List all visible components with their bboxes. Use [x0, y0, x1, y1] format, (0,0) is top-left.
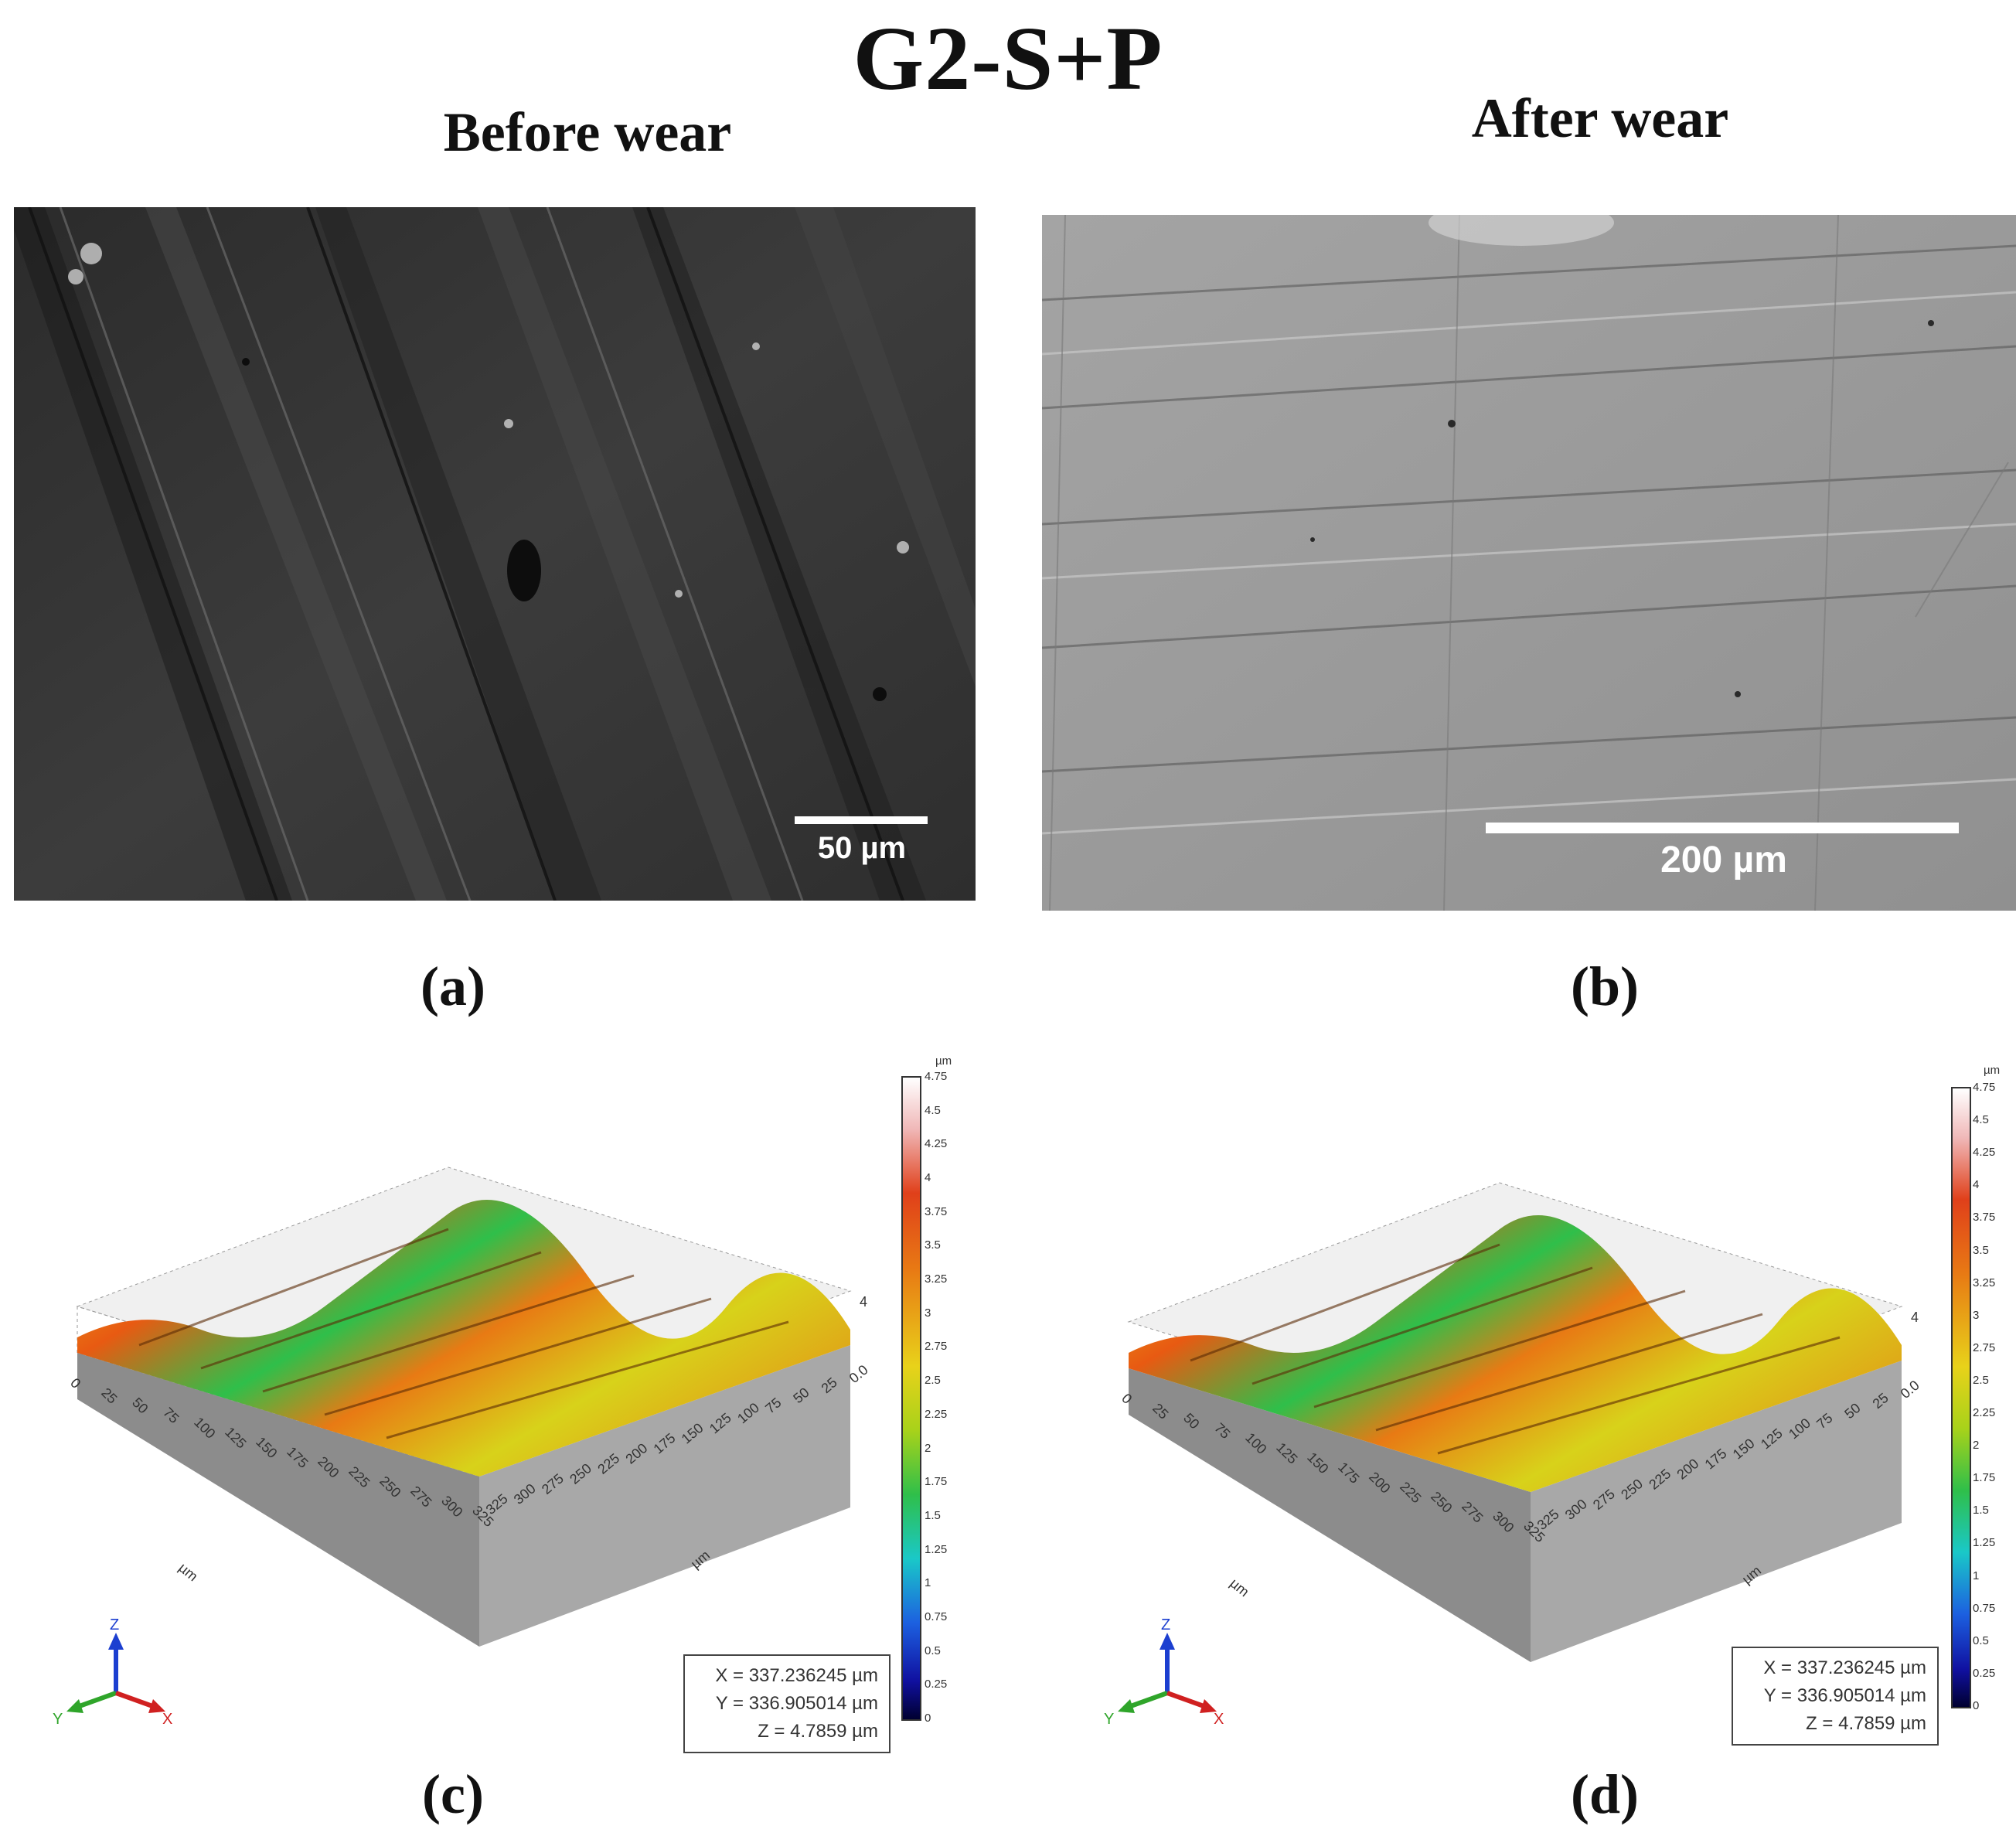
gizmo-z-label-d: Z [1161, 1616, 1170, 1633]
surface-profile-c: 025 50 75 100 125 150 175 200 225 250 275 300 325 32… [67, 1167, 871, 1647]
before-wear-heading: Before wear [443, 101, 732, 163]
axis-gizmo-d: Z Y X [1104, 1616, 1224, 1728]
colorbar-tick: 1.75 [1973, 1471, 1996, 1485]
colorbar-unit-c: µm [935, 1054, 952, 1068]
surface-profile-d: 025 50 75 100 125 150 175 200 225 250 275 300 325 32… [1119, 1182, 1922, 1662]
colorbar-tick: 1 [1973, 1569, 1980, 1582]
colorbar-tick: 2.25 [1973, 1406, 1996, 1420]
figure-title: G2-S+P [853, 8, 1163, 109]
colorbar-tick: 1.25 [925, 1542, 948, 1556]
z-tick-d: 4 [1911, 1310, 1919, 1325]
colorbar-tick: 4.75 [1973, 1081, 1996, 1094]
colorbar-tick: 1.5 [1973, 1504, 1989, 1518]
colorbar-tick: 2.5 [1973, 1373, 1989, 1387]
axis-gizmo-c: Z Y X [53, 1616, 172, 1728]
readout-box-d: X = 337.236245 µm Y = 336.905014 µm Z = … [1732, 1647, 1939, 1746]
gizmo-z-label-c: Z [110, 1616, 119, 1633]
gizmo-x-label-c: X [162, 1711, 172, 1728]
colorbar-tick: 4 [1973, 1178, 1980, 1192]
readout-box-c: X = 337.236245 µm Y = 336.905014 µm Z = … [683, 1654, 891, 1753]
colorbar-tick: 0.5 [1973, 1633, 1989, 1647]
scale-bar-a [795, 816, 928, 824]
colorbar-tick: 2 [1973, 1439, 1980, 1453]
panel-label-c: (c) [422, 1763, 484, 1825]
readout-z-d: Z = 4.7859 µm [1806, 1713, 1926, 1734]
colorbar-tick: 0.75 [925, 1609, 948, 1623]
gizmo-y-label-d: Y [1104, 1711, 1114, 1728]
colorbar-tick: 3.5 [925, 1238, 941, 1252]
colorbar-tick: 1 [925, 1576, 931, 1590]
colorbar-tick: 4.25 [1973, 1146, 1996, 1160]
colorbar-tick: 2.5 [925, 1374, 941, 1388]
colorbar-tick: 3.25 [925, 1272, 948, 1286]
colorbar-tick: 3 [925, 1306, 931, 1320]
panel-label-b: (b) [1571, 955, 1639, 1017]
colorbar-ticks-d: 4.75 4.5 4.25 4 3.75 3.5 3.25 3 2.75 2.5 2.25 2 1.75… [1973, 1081, 2016, 1712]
colorbar-tick: 2.75 [1973, 1340, 1996, 1354]
readout-y-c: Y = 336.905014 µm [715, 1693, 878, 1714]
colorbar-tick: 3.75 [925, 1204, 948, 1218]
colorbar-tick: 1.75 [925, 1475, 948, 1489]
colorbar-tick: 4.75 [925, 1070, 948, 1083]
scale-bar-b [1486, 823, 1959, 833]
colorbar-tick: 1.5 [925, 1508, 941, 1522]
colorbar-tick: 0.25 [925, 1678, 948, 1691]
colorbar-ticks-c: 4.75 4.5 4.25 4 3.75 3.5 3.25 3 2.75 2.5 2.25 2 1.75… [925, 1070, 971, 1725]
sem-image-after-wear [1042, 215, 2016, 911]
sem-image-before-wear [14, 207, 976, 901]
colorbar-tick: 0.5 [925, 1644, 941, 1657]
scale-label-b: 200 µm [1660, 840, 1787, 881]
colorbar-tick: 3 [1973, 1308, 1980, 1322]
colorbar-tick: 3.75 [1973, 1211, 1996, 1225]
colorbar-c [901, 1076, 921, 1721]
readout-y-d: Y = 336.905014 µm [1763, 1685, 1926, 1706]
x-axis-unit-c: µm [175, 1560, 200, 1585]
panel-label-a: (a) [421, 955, 485, 1017]
z-tick-c: 4 [860, 1294, 867, 1310]
gizmo-x-label-d: X [1214, 1711, 1224, 1728]
colorbar-tick: 2 [925, 1441, 931, 1455]
readout-x-c: X = 337.236245 µm [715, 1665, 878, 1686]
colorbar-tick: 0 [925, 1712, 931, 1725]
colorbar-tick: 0 [1973, 1699, 1980, 1712]
x-axis-unit-d: µm [1227, 1575, 1251, 1600]
colorbar-tick: 4 [925, 1171, 931, 1185]
colorbar-tick: 3.25 [1973, 1276, 1996, 1289]
colorbar-tick: 0.25 [1973, 1666, 1996, 1680]
colorbar-d [1951, 1087, 1971, 1708]
colorbar-tick: 0.75 [1973, 1601, 1996, 1615]
after-wear-heading: After wear [1471, 87, 1729, 149]
scale-label-a: 50 µm [817, 831, 907, 865]
colorbar-tick: 2.75 [925, 1340, 948, 1354]
readout-x-d: X = 337.236245 µm [1763, 1657, 1926, 1678]
colorbar-tick: 2.25 [925, 1407, 948, 1421]
colorbar-tick: 3.5 [1973, 1243, 1989, 1257]
colorbar-tick: 4.5 [1973, 1113, 1989, 1127]
colorbar-tick: 4.25 [925, 1137, 948, 1151]
panel-label-d: (d) [1571, 1763, 1639, 1825]
colorbar-unit-d: µm [1984, 1064, 2001, 1077]
readout-z-c: Z = 4.7859 µm [758, 1721, 878, 1742]
gizmo-y-label-c: Y [53, 1711, 63, 1728]
colorbar-tick: 4.5 [925, 1103, 941, 1117]
colorbar-tick: 1.25 [1973, 1536, 1996, 1550]
